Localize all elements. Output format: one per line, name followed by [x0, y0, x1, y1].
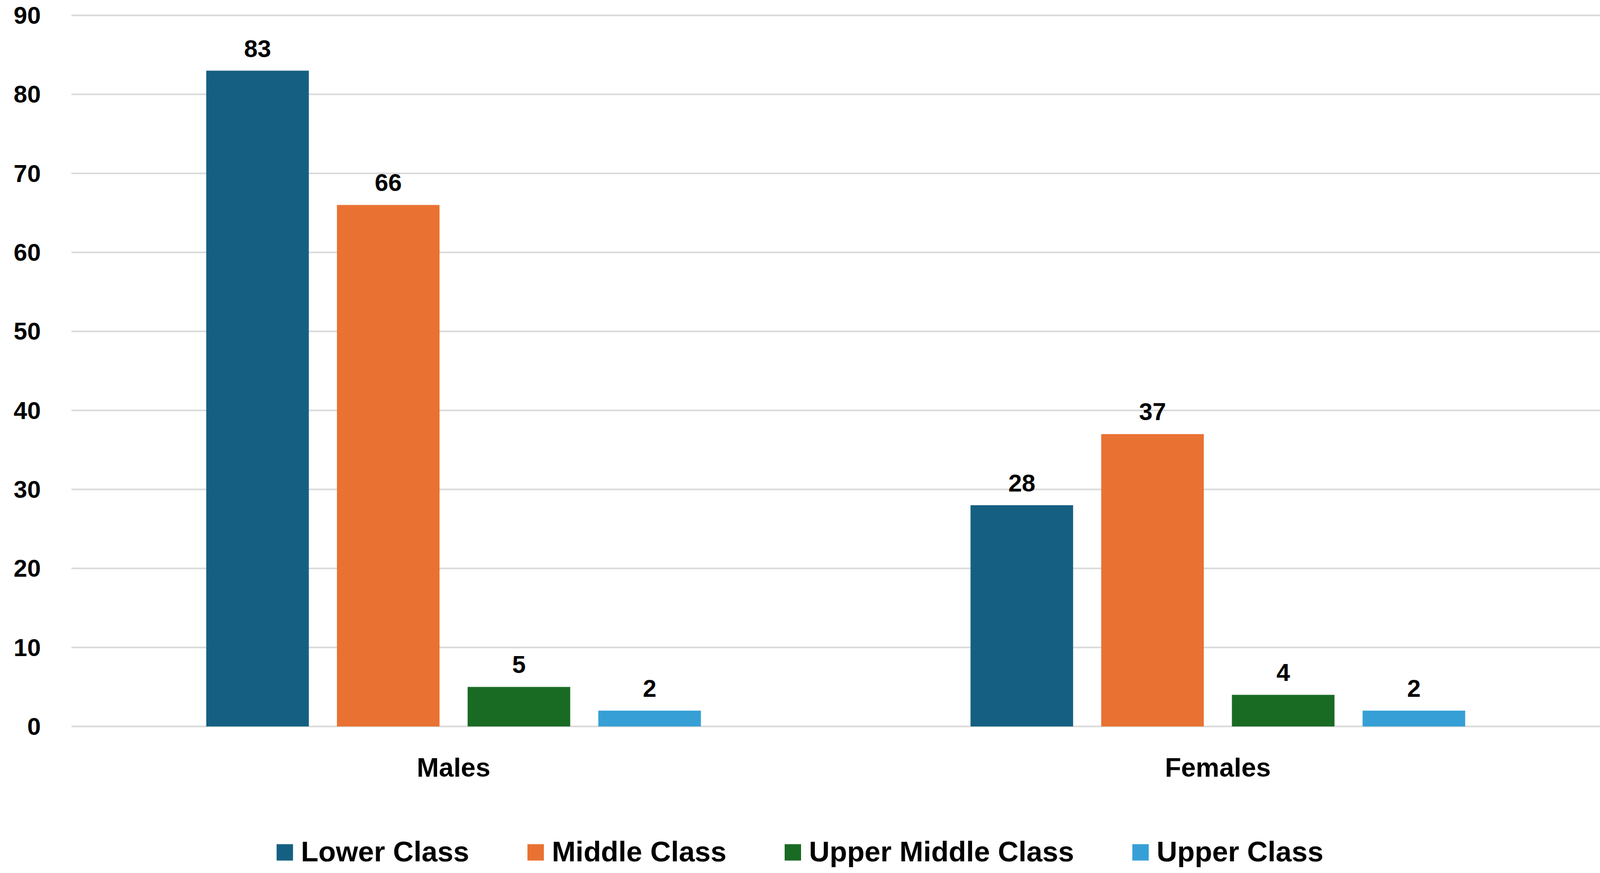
y-tick-label: 30 — [13, 475, 41, 504]
y-tick-label: 10 — [13, 633, 41, 662]
bars — [206, 70, 1466, 727]
legend-label: Lower Class — [301, 835, 470, 868]
x-tick-label: Females — [1165, 752, 1271, 783]
y-tick-label: 0 — [26, 712, 41, 741]
y-tick-label: 90 — [13, 1, 41, 30]
y-tick-label: 70 — [13, 159, 41, 188]
data-label: 2 — [1406, 674, 1421, 703]
bar — [1231, 694, 1335, 727]
legend-label: Upper Class — [1156, 835, 1324, 868]
x-tick-label: Males — [416, 752, 491, 783]
bar — [598, 710, 702, 727]
data-label: 66 — [374, 168, 402, 197]
bar — [970, 505, 1074, 727]
y-tick-label: 40 — [13, 396, 41, 425]
bar — [337, 204, 440, 727]
legend-label: Upper Middle Class — [808, 835, 1075, 868]
y-tick-label: 50 — [13, 317, 41, 345]
data-label: 2 — [642, 674, 657, 703]
data-label: 5 — [512, 650, 526, 679]
data-labels: 83 66 5 2 28 37 4 2 — [243, 34, 1421, 703]
bar — [206, 70, 309, 727]
data-label: 37 — [1139, 397, 1167, 426]
legend: Lower Class Middle Class Upper Middle Clas… — [276, 835, 1324, 868]
bar — [1101, 433, 1204, 727]
legend-swatch — [784, 844, 802, 861]
y-tick-label: 60 — [13, 238, 41, 267]
data-label: 28 — [1008, 469, 1036, 497]
legend-swatch — [1132, 844, 1149, 861]
grid-line — [71, 14, 1600, 17]
legend-swatch — [527, 844, 544, 861]
data-label: 83 — [243, 34, 271, 63]
y-tick-label: 80 — [13, 80, 41, 108]
legend-label: Middle Class — [551, 835, 727, 868]
data-label: 4 — [1276, 658, 1290, 687]
y-tick-label: 20 — [13, 554, 41, 583]
bar — [1362, 710, 1466, 727]
bar — [467, 686, 571, 727]
legend-swatch — [276, 844, 294, 861]
grid — [71, 15, 1600, 727]
chart: 0 10 20 30 40 50 60 70 80 90 83 66 5 2 28 37 4 2 Males Fema… — [0, 0, 1600, 873]
